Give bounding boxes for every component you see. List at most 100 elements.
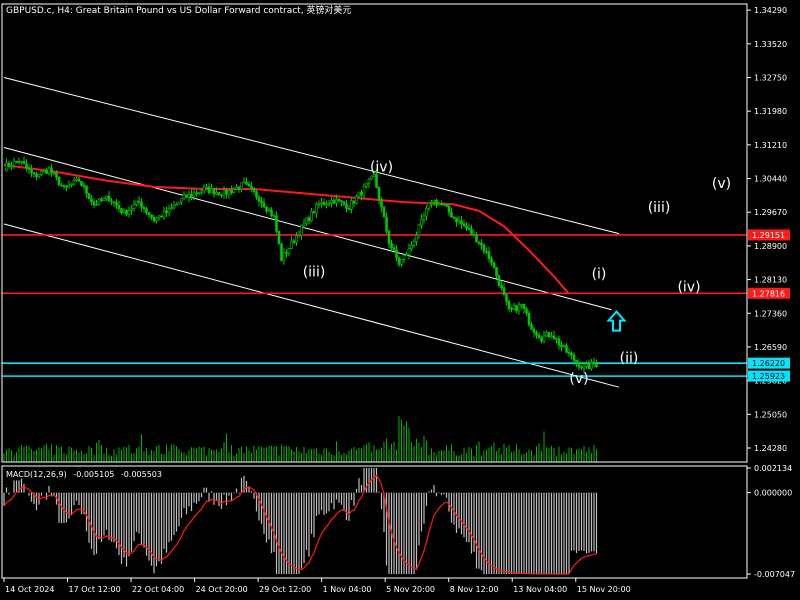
candle-body [140, 201, 143, 208]
macd-signal-value: -0.005503 [120, 470, 162, 479]
candle-body [412, 241, 416, 246]
candle-body [155, 217, 158, 222]
candle-body [57, 176, 61, 186]
candle-body [157, 215, 161, 219]
candle-body [587, 363, 591, 369]
candle-body [257, 196, 261, 202]
candle-body [477, 241, 481, 244]
candle-body [255, 191, 258, 198]
candle-body [160, 215, 163, 218]
candle-body [337, 198, 341, 202]
candle-body [280, 243, 283, 262]
moving-average [3, 163, 570, 295]
candle-body [290, 240, 293, 249]
x-tick-label: 5 Nov 20:00 [386, 585, 435, 594]
level-tag [748, 370, 790, 382]
candle-body [300, 224, 303, 236]
candle-body [152, 216, 156, 222]
candle-body [70, 183, 73, 186]
candle-body [112, 201, 116, 204]
y-tick-label: 1.29670 [754, 208, 787, 217]
candle-body [440, 203, 443, 206]
x-tick-label: 14 Oct 2024 [5, 585, 54, 594]
channel-lines [3, 77, 620, 388]
candle-body [450, 211, 453, 218]
candle-body [570, 352, 573, 356]
level-tag-label: 1.26220 [752, 359, 785, 368]
candle-body [375, 173, 378, 188]
candle-body [120, 208, 123, 213]
candle-body [235, 186, 238, 190]
candle-body [20, 161, 23, 163]
candle-body [352, 200, 356, 204]
candle-body [592, 361, 596, 365]
candle-body [210, 188, 213, 194]
candle-body [175, 203, 178, 206]
candle-body [315, 204, 318, 214]
candle-body [230, 189, 233, 193]
candle-body [550, 335, 553, 338]
candle-body [567, 352, 571, 354]
candle-body [507, 301, 511, 309]
y-tick-label: 1.34290 [754, 6, 787, 15]
candle-body [227, 189, 231, 195]
candle-body [335, 198, 338, 204]
candle-body [25, 163, 28, 169]
candle-body [525, 308, 528, 314]
candle-body [470, 228, 473, 235]
candle-body [585, 363, 588, 367]
candle-body [107, 195, 111, 202]
candle-body [110, 200, 113, 203]
candle-body [162, 210, 166, 218]
candle-body [37, 174, 41, 177]
candle-body [322, 202, 326, 205]
candle-body [115, 202, 118, 206]
candle-body [197, 192, 201, 194]
candle-body [207, 186, 211, 194]
candle-body [377, 187, 381, 200]
wave-label: (v) [569, 371, 588, 387]
candle-body [305, 217, 308, 224]
candle-body [465, 225, 468, 229]
candle-body [580, 366, 583, 369]
candle-body [457, 220, 461, 223]
candle-body [555, 338, 558, 341]
candle-body [395, 249, 398, 258]
y-tick-label: 1.25050 [754, 410, 787, 419]
macd-label: MACD(12,26,9) [6, 470, 67, 479]
candle-body [150, 214, 153, 218]
level-tag [748, 287, 790, 299]
candle-body [95, 204, 98, 206]
candle-body [105, 195, 108, 199]
macd-panel [3, 468, 598, 575]
macd-signal-line [3, 474, 597, 575]
candle-body [480, 242, 483, 246]
candle-body [340, 200, 343, 203]
candle-body [85, 185, 88, 194]
candle-body [590, 361, 593, 369]
candle-body [62, 185, 66, 187]
candle-body [172, 205, 176, 209]
candle-body [317, 203, 321, 206]
candle-body [522, 303, 526, 310]
candle-body [482, 244, 486, 252]
candle-body [517, 304, 521, 312]
candle-body [430, 201, 433, 204]
arrow-group [606, 310, 627, 332]
candle-body [282, 252, 286, 262]
y-tick-label: 1.24280 [754, 444, 787, 453]
candle-body [512, 305, 516, 310]
candle-body [75, 178, 78, 181]
y-tick-label: 1.28130 [754, 276, 787, 285]
y-tick-label: 1.28900 [754, 242, 787, 251]
candle-body [22, 161, 26, 165]
candle-body [515, 305, 518, 312]
candle-body [530, 324, 533, 330]
candle-body [42, 169, 46, 172]
wave-label: (i) [592, 266, 607, 282]
candle-body [397, 257, 401, 265]
candle-body [405, 254, 408, 257]
up-arrow-icon [606, 310, 627, 332]
